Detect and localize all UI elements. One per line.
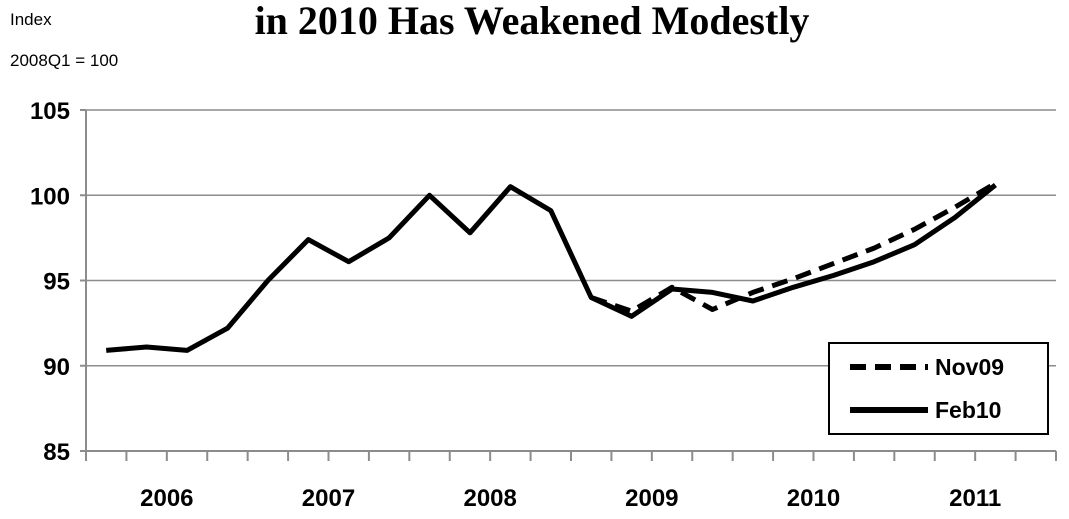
y-axis-label-line2: 2008Q1 = 100 (10, 51, 118, 70)
y-tick-label: 100 (30, 183, 70, 210)
x-tick-label: 2010 (787, 485, 840, 512)
y-tick-label: 90 (43, 354, 70, 381)
legend-box (828, 342, 1049, 435)
y-axis-label-line1: Index (10, 10, 52, 29)
x-tick-label: 2009 (625, 485, 678, 512)
gridlines (86, 109, 1056, 367)
series-line-nov09 (590, 181, 997, 314)
legend-label-feb10: Feb10 (935, 397, 1001, 423)
y-tick-label: 95 (43, 269, 70, 296)
x-tick-label: 2007 (302, 485, 355, 512)
legend: Nov09 Feb10 (828, 342, 1049, 435)
y-tick-labels: 85 90 95 100 105 (30, 98, 70, 466)
y-tick-label: 85 (43, 439, 70, 466)
series-line-feb10 (105, 183, 997, 353)
chart-title: in 2010 Has Weakened Modestly (255, 0, 810, 43)
y-tick-label: 105 (30, 98, 70, 125)
x-tick-label: 2011 (949, 485, 1001, 512)
legend-label-nov09: Nov09 (935, 354, 1004, 380)
axes (80, 109, 1057, 461)
x-tick-label: 2006 (140, 485, 193, 512)
x-tick-label: 2008 (463, 485, 516, 512)
series-lines (105, 181, 997, 353)
x-tick-labels: 2006 2007 2008 2009 2010 2011 (140, 485, 1001, 512)
